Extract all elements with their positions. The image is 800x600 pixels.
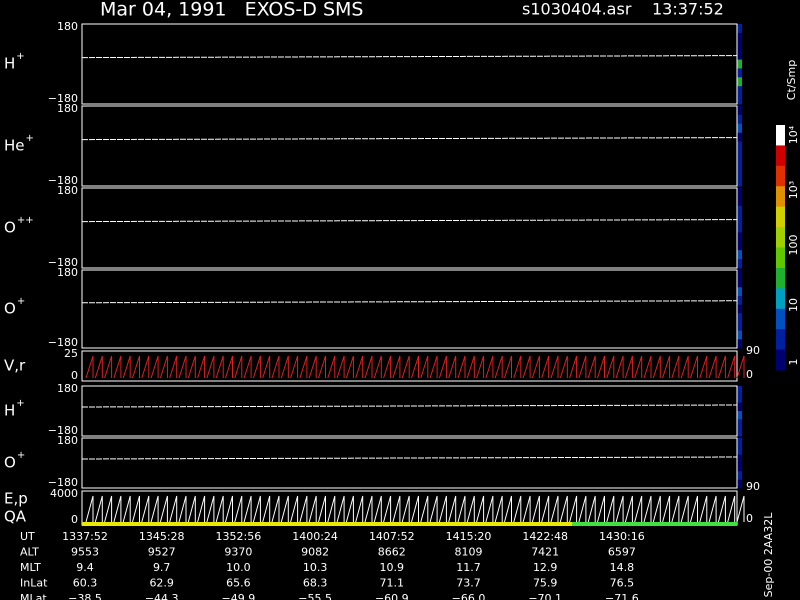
spectrogram-cell: [736, 50, 742, 61]
spectrogram-cell: [736, 205, 742, 216]
spectrogram-cell: [736, 141, 742, 151]
spectrogram-cell: [736, 24, 742, 34]
spectrogram-cell: [736, 304, 742, 314]
spectrogram-cell: [736, 287, 742, 297]
spectrogram-cell: [736, 259, 742, 269]
spectrogram-cell: [736, 95, 742, 105]
spectrogram-cell: [736, 250, 742, 260]
spectrogram-cell: [736, 296, 742, 306]
spectrogram-cell: [736, 411, 742, 420]
spectrogram-cell: [736, 394, 742, 404]
spectrogram-cell: [736, 132, 742, 143]
spectrogram-cell: [736, 330, 742, 340]
spectrogram-cell: [736, 419, 742, 429]
spectrogram-cell: [736, 114, 742, 125]
spectrogram-cell: [736, 241, 742, 251]
spectrogram-cell: [736, 339, 742, 349]
spectrogram-cell: [736, 386, 742, 395]
spectrogram-cell: [736, 188, 742, 198]
spectrogram-cell: [736, 106, 742, 116]
spectrogram-cell: [736, 168, 742, 178]
spectrogram-cell: [736, 41, 742, 52]
spectrogram-cell: [736, 232, 742, 242]
spectrogram-cell: [736, 77, 742, 87]
spectrogram-cell: [736, 278, 742, 288]
spectrogram-cell: [736, 270, 742, 280]
spectrogram-cell: [736, 214, 742, 225]
spectrogram-cell: [736, 159, 742, 169]
spectrogram-cell: [736, 402, 742, 412]
spectrogram-cell: [736, 86, 742, 96]
spectrogram-cell: [736, 313, 742, 323]
spectrogram-cell: [736, 123, 742, 134]
file-name: s1030404.asr: [522, 0, 632, 19]
spectrogram-cell: [736, 427, 742, 437]
spectrogram-cell: [736, 223, 742, 233]
spectrogram-cell: [736, 150, 742, 160]
time: 13:37:52: [652, 0, 724, 19]
title: Mar 04, 1991 EXOS-D SMS: [100, 0, 363, 21]
spectrogram-cell: [736, 177, 742, 187]
spectrogram-cell: [736, 196, 742, 207]
spectrogram-cell: [736, 322, 742, 332]
spectrogram-cell: [736, 59, 742, 69]
spectrogram-cell: [736, 68, 742, 78]
spectrogram-cell: [736, 32, 742, 43]
